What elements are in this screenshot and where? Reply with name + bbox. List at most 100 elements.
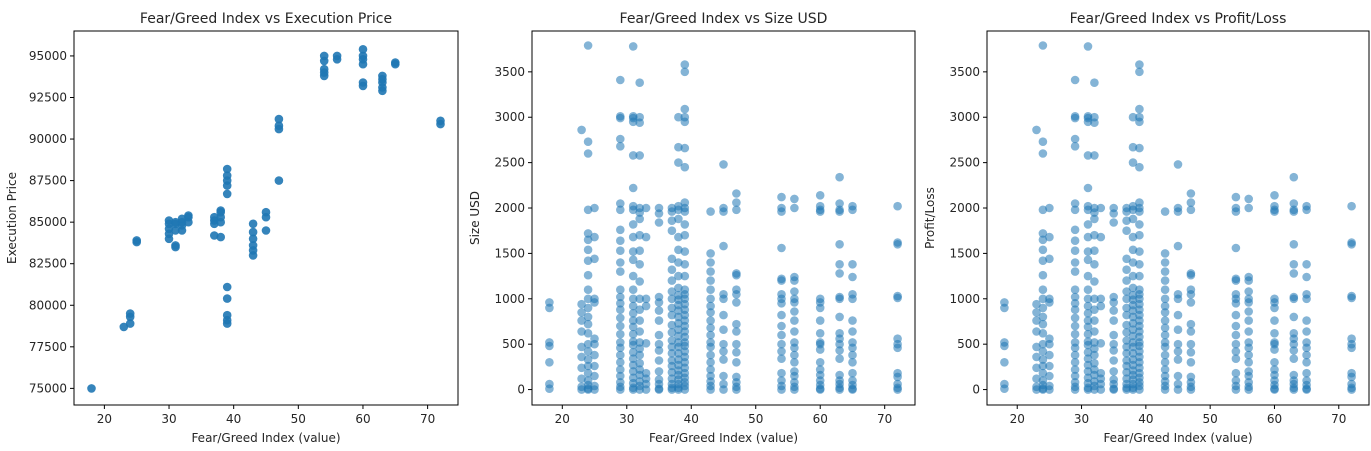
chart-3-point	[1244, 276, 1253, 285]
chart-3-point	[1109, 356, 1118, 365]
chart-2-point	[616, 258, 625, 267]
chart-1-point	[184, 211, 193, 220]
chart-2-point	[635, 214, 644, 224]
chart-3-point	[1032, 299, 1041, 309]
chart-2-point	[777, 243, 786, 253]
chart-3-x-tick-label: 50	[1203, 412, 1218, 426]
chart-3-point	[1083, 309, 1093, 318]
chart-2-point	[583, 294, 593, 304]
chart-2-point	[680, 207, 690, 216]
chart-2-point	[635, 246, 644, 255]
chart-2-point	[667, 294, 677, 304]
chart-3-point	[1347, 343, 1356, 353]
chart-3-point	[1160, 249, 1170, 258]
chart-2-point	[641, 294, 651, 304]
chart-3-point	[1289, 199, 1299, 208]
chart-2-point	[635, 344, 644, 354]
chart-3-point	[1244, 316, 1253, 325]
chart-2-point	[616, 305, 625, 315]
chart-3-point	[1070, 350, 1080, 360]
chart-3-point	[1173, 339, 1183, 349]
chart-3-point	[1244, 307, 1253, 316]
chart-2-point	[628, 348, 638, 357]
chart-2-point	[616, 299, 625, 308]
chart-3-point	[1038, 312, 1048, 322]
chart-2-point	[706, 249, 715, 258]
chart-2-point	[680, 271, 690, 281]
chart-3-point	[1122, 361, 1131, 371]
chart-2-point	[641, 203, 651, 213]
chart-2-point	[893, 293, 902, 303]
chart-2-point	[654, 356, 664, 365]
chart-2-point	[790, 358, 799, 367]
chart-2-point	[545, 384, 554, 394]
chart-2-point	[680, 67, 690, 77]
chart-2-y-tick-label: 3500	[494, 65, 525, 79]
chart-3-point	[1270, 329, 1279, 338]
chart-2-point	[654, 316, 664, 325]
chart-3-point	[1302, 368, 1311, 378]
chart-2-point	[545, 303, 554, 313]
chart-2-point	[777, 321, 786, 331]
chart-3-point	[1070, 75, 1080, 85]
chart-1-point	[222, 189, 232, 199]
chart-3-point	[1090, 214, 1099, 224]
chart-2-point	[777, 330, 786, 340]
chart-2-point	[628, 220, 638, 229]
chart-2-point	[583, 347, 593, 356]
chart-3-point	[1186, 298, 1196, 307]
chart-3-point	[1070, 199, 1080, 208]
chart-3-point	[1090, 338, 1099, 347]
chart-3-point	[1173, 160, 1183, 169]
chart-2-point	[616, 75, 625, 85]
chart-2-point	[674, 214, 683, 224]
chart-1-point	[332, 51, 342, 61]
chart-3-point	[1096, 301, 1106, 311]
chart-3-point	[1083, 294, 1093, 304]
chart-1-point	[87, 384, 96, 393]
chart-2-point	[667, 385, 677, 394]
chart-3-point	[1032, 125, 1041, 135]
chart-3-x-tick-label: 60	[1267, 412, 1282, 426]
chart-3-point	[1160, 207, 1170, 216]
chart-2-point	[777, 385, 786, 394]
chart-1-y-tick-label: 82500	[29, 257, 67, 271]
chart-2-point	[790, 194, 799, 204]
chart-3-point	[1109, 330, 1118, 340]
chart-3-point	[1045, 371, 1054, 381]
chart-3-point	[1302, 385, 1311, 394]
chart-3-point	[1302, 327, 1311, 336]
chart-2-point	[616, 236, 625, 245]
chart-3-point	[1186, 205, 1196, 215]
chart-2-point	[583, 149, 593, 158]
chart-2-point	[667, 216, 677, 225]
chart-2-x-tick-label: 40	[684, 412, 699, 426]
chart-3-point	[1231, 385, 1241, 394]
chart-3-point	[1128, 214, 1138, 224]
chart-1-point	[222, 282, 232, 292]
chart-2-point	[667, 336, 677, 345]
chart-3-point	[1160, 294, 1170, 304]
chart-3-point	[1289, 207, 1299, 216]
chart-3-point	[1090, 316, 1099, 325]
chart-3-point	[1135, 247, 1144, 256]
chart-2-point	[674, 112, 683, 122]
chart-3-y-tick-label: 0	[972, 383, 980, 397]
chart-3-point	[1109, 316, 1118, 325]
chart-2-point	[641, 232, 651, 242]
chart-2-point	[667, 328, 677, 337]
chart-1-point	[222, 164, 232, 174]
chart-3-point	[1000, 303, 1009, 313]
chart-2-point	[815, 191, 825, 200]
chart-1-title: Fear/Greed Index vs Execution Price	[140, 11, 392, 27]
chart-3-point	[1045, 339, 1054, 349]
chart-2-point	[732, 358, 741, 367]
chart-3-point	[1135, 117, 1144, 127]
chart-3-point	[1070, 113, 1080, 123]
chart-1-point	[210, 212, 219, 222]
chart-2-x-tick-label: 20	[555, 412, 570, 426]
chart-2-point	[545, 341, 554, 351]
chart-3-point	[1186, 198, 1196, 207]
chart-3-point	[1083, 301, 1093, 311]
chart-3-point	[1045, 232, 1054, 242]
